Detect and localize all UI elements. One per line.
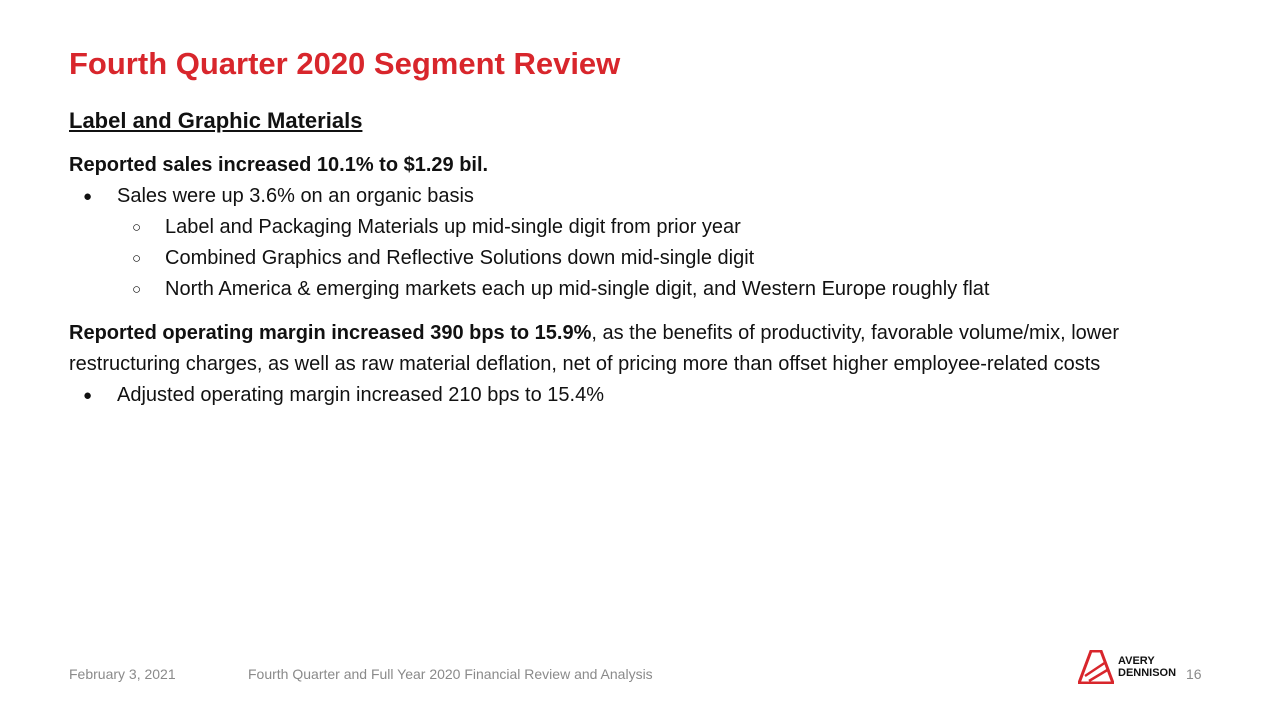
list-item: North America & emerging markets each up… bbox=[69, 274, 1229, 305]
list-item: Sales were up 3.6% on an organic basis bbox=[69, 181, 1229, 212]
margin-lead-rest: , as the benefits of productivity, favor… bbox=[69, 322, 1120, 375]
avery-dennison-logo-icon bbox=[1078, 650, 1114, 684]
footer-date: February 3, 2021 bbox=[69, 666, 176, 682]
sales-list: Sales were up 3.6% on an organic basis L… bbox=[69, 181, 1229, 305]
page-number: 16 bbox=[1186, 666, 1202, 682]
margin-section: Reported operating margin increased 390 … bbox=[69, 318, 1229, 411]
footer-title: Fourth Quarter and Full Year 2020 Financ… bbox=[248, 666, 653, 682]
section-heading: Label and Graphic Materials bbox=[69, 108, 363, 133]
list-item: Combined Graphics and Reflective Solutio… bbox=[69, 243, 1229, 274]
logo-text-line1: AVERY bbox=[1118, 655, 1155, 667]
margin-lead: Reported operating margin increased 390 … bbox=[69, 322, 592, 344]
logo-text: AVERY DENNISON bbox=[1118, 655, 1176, 679]
margin-list: Adjusted operating margin increased 210 … bbox=[69, 380, 1229, 411]
list-item: Adjusted operating margin increased 210 … bbox=[69, 380, 1229, 411]
sales-section: Reported sales increased 10.1% to $1.29 … bbox=[69, 150, 1229, 305]
list-item: Label and Packaging Materials up mid-sin… bbox=[69, 212, 1229, 243]
company-logo: AVERY DENNISON bbox=[1078, 650, 1176, 684]
page-title: Fourth Quarter 2020 Segment Review bbox=[69, 46, 621, 81]
logo-text-line2: DENNISON bbox=[1118, 667, 1177, 679]
sales-lead: Reported sales increased 10.1% to $1.29 … bbox=[69, 154, 489, 176]
margin-paragraph: Reported operating margin increased 390 … bbox=[69, 318, 1229, 380]
